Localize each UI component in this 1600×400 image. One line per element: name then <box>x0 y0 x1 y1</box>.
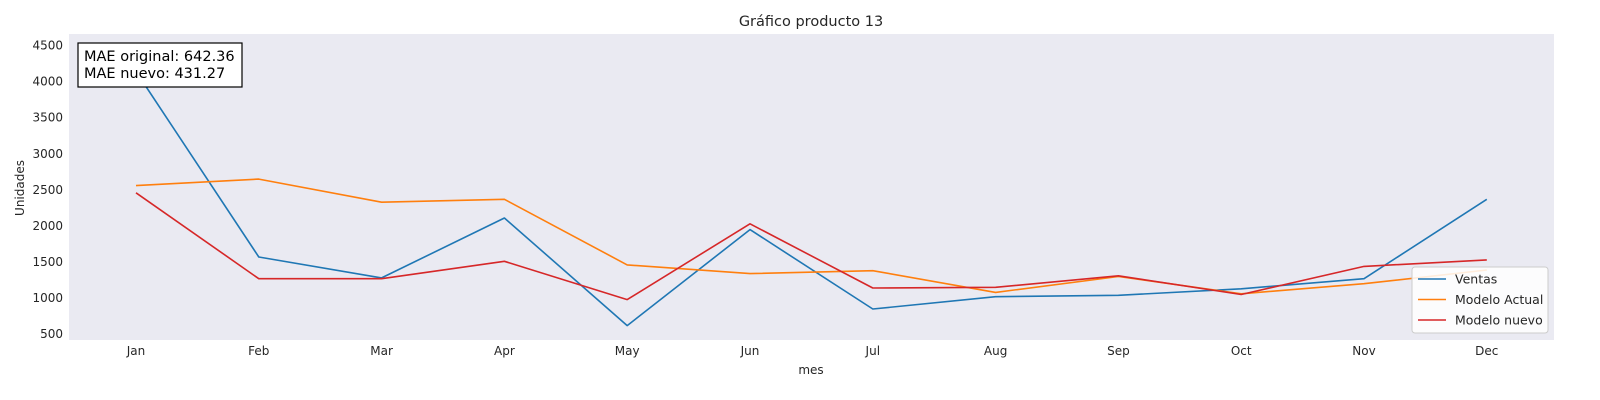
y-tick-label: 3000 <box>32 147 63 161</box>
series-line-modelo-actual <box>135 178 1487 295</box>
x-tick-label: Jul <box>865 344 880 358</box>
y-tick-label: 2500 <box>32 183 63 197</box>
x-tick-label: Feb <box>248 344 269 358</box>
x-tick-label: Dec <box>1475 344 1498 358</box>
annotation-box <box>77 42 243 88</box>
mae-annotation: MAE original: 642.36 MAE nuevo: 431.27 <box>77 42 243 88</box>
plot-background <box>69 34 1554 340</box>
x-axis: Jan Feb Mar Apr May Jun Jul Aug Sep Oct Nov Dec <box>126 344 1499 358</box>
x-tick-label: Aug <box>984 344 1007 358</box>
y-tick-label: 4500 <box>32 39 63 53</box>
x-axis-title: mes <box>798 363 823 377</box>
series-line-ventas <box>135 71 1488 327</box>
legend-label: Modelo nuevo <box>1455 313 1543 328</box>
legend-label: Ventas <box>1455 272 1497 287</box>
series-lines <box>135 71 1488 327</box>
x-tick-label: Jun <box>740 344 760 358</box>
legend-label: Modelo Actual <box>1455 292 1543 307</box>
x-tick-label: Mar <box>370 344 393 358</box>
series-line-modelo-nuevo <box>135 192 1487 301</box>
y-axis: 500 1000 1500 2000 2500 3000 3500 4000 4500 <box>32 39 63 342</box>
legend: Ventas Modelo Actual Modelo nuevo <box>1411 266 1549 334</box>
y-tick-label: 500 <box>40 327 63 341</box>
y-tick-label: 2000 <box>32 219 63 233</box>
x-tick-label: Oct <box>1231 344 1252 358</box>
y-axis-title: Unidades <box>13 160 27 216</box>
annotation-mae-original: MAE original: 642.36 <box>84 49 235 65</box>
y-tick-label: 4000 <box>32 75 63 89</box>
x-tick-label: Apr <box>494 344 515 358</box>
x-tick-label: May <box>615 344 640 358</box>
x-tick-label: Jan <box>126 344 146 358</box>
y-tick-label: 1500 <box>32 255 63 269</box>
x-tick-label: Nov <box>1352 344 1375 358</box>
x-tick-label: Sep <box>1107 344 1130 358</box>
y-tick-label: 1000 <box>32 291 63 305</box>
annotation-mae-nuevo: MAE nuevo: 431.27 <box>84 66 225 82</box>
chart-title: Gráfico producto 13 <box>739 14 883 30</box>
y-tick-label: 3500 <box>32 111 63 125</box>
legend-box <box>1411 266 1549 334</box>
